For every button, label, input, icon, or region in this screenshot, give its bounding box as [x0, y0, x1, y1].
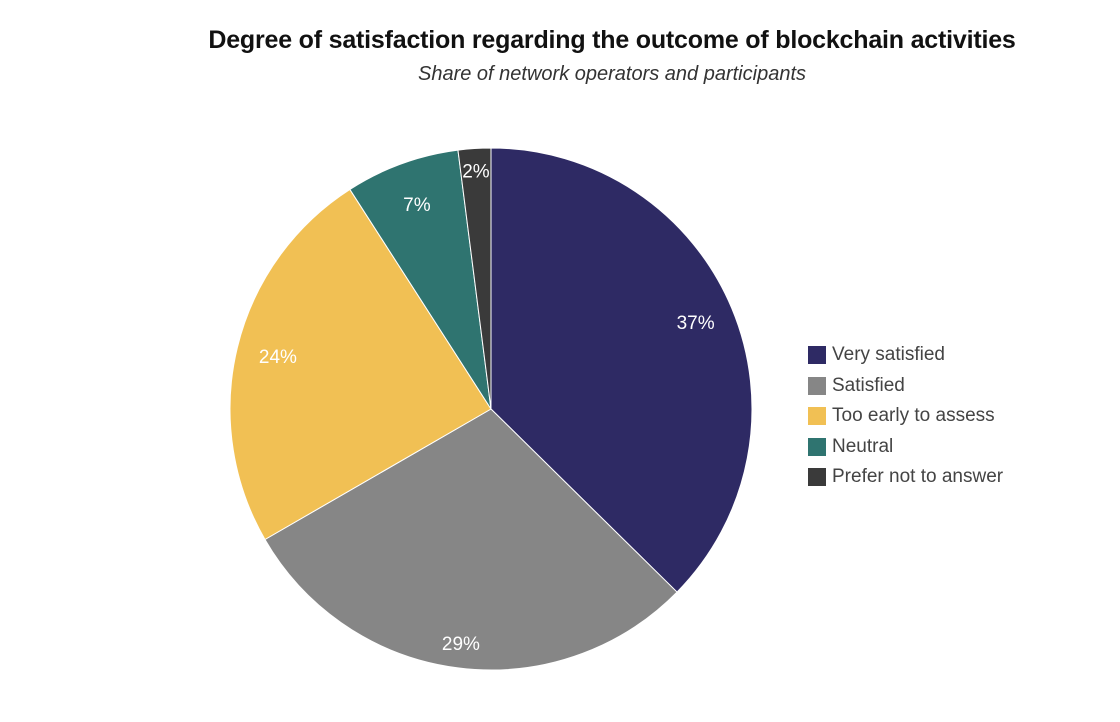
legend-label: Neutral [832, 435, 894, 457]
pie-slices [229, 147, 753, 671]
slice-label-prefer-not-to-answer: 2% [462, 161, 490, 182]
pie-slice-prefer-not-to-answer [457, 147, 492, 410]
chart-subtitle: Share of network operators and participa… [418, 63, 806, 85]
legend-swatch [808, 468, 826, 487]
legend: Very satisfied Satisfied Too early to asse… [808, 340, 1003, 493]
legend-label: Prefer not to answer [832, 466, 1004, 488]
legend-label: Satisfied [832, 374, 905, 396]
legend-item-very-satisfied: Very satisfied [808, 340, 1003, 371]
legend-item-prefer-not-to-answer: Prefer not to answer [808, 462, 1003, 493]
legend-label: Too early to assess [832, 405, 995, 427]
legend-item-too-early-to-assess: Too early to assess [808, 401, 1003, 432]
slice-label-satisfied: 29% [442, 634, 480, 655]
pie-slice-neutral [349, 149, 492, 410]
legend-swatch [808, 346, 826, 365]
legend-swatch [808, 437, 826, 456]
slice-label-too-early-to-assess: 24% [259, 347, 297, 368]
legend-item-neutral: Neutral [808, 432, 1003, 463]
legend-swatch [808, 407, 826, 426]
pie-slice-too-early-to-assess [229, 188, 492, 540]
legend-label: Very satisfied [832, 344, 945, 366]
legend-item-satisfied: Satisfied [808, 371, 1003, 402]
legend-swatch [808, 376, 826, 395]
pie-slice-very-satisfied [490, 147, 753, 593]
pie-slice-satisfied [264, 408, 678, 671]
chart-title: Degree of satisfaction regarding the out… [208, 26, 1016, 54]
slice-label-very-satisfied: 37% [677, 313, 715, 334]
slice-label-neutral: 7% [403, 195, 431, 216]
pie-slice-labels: 37% 29% 24% 7% 2% [259, 161, 715, 655]
